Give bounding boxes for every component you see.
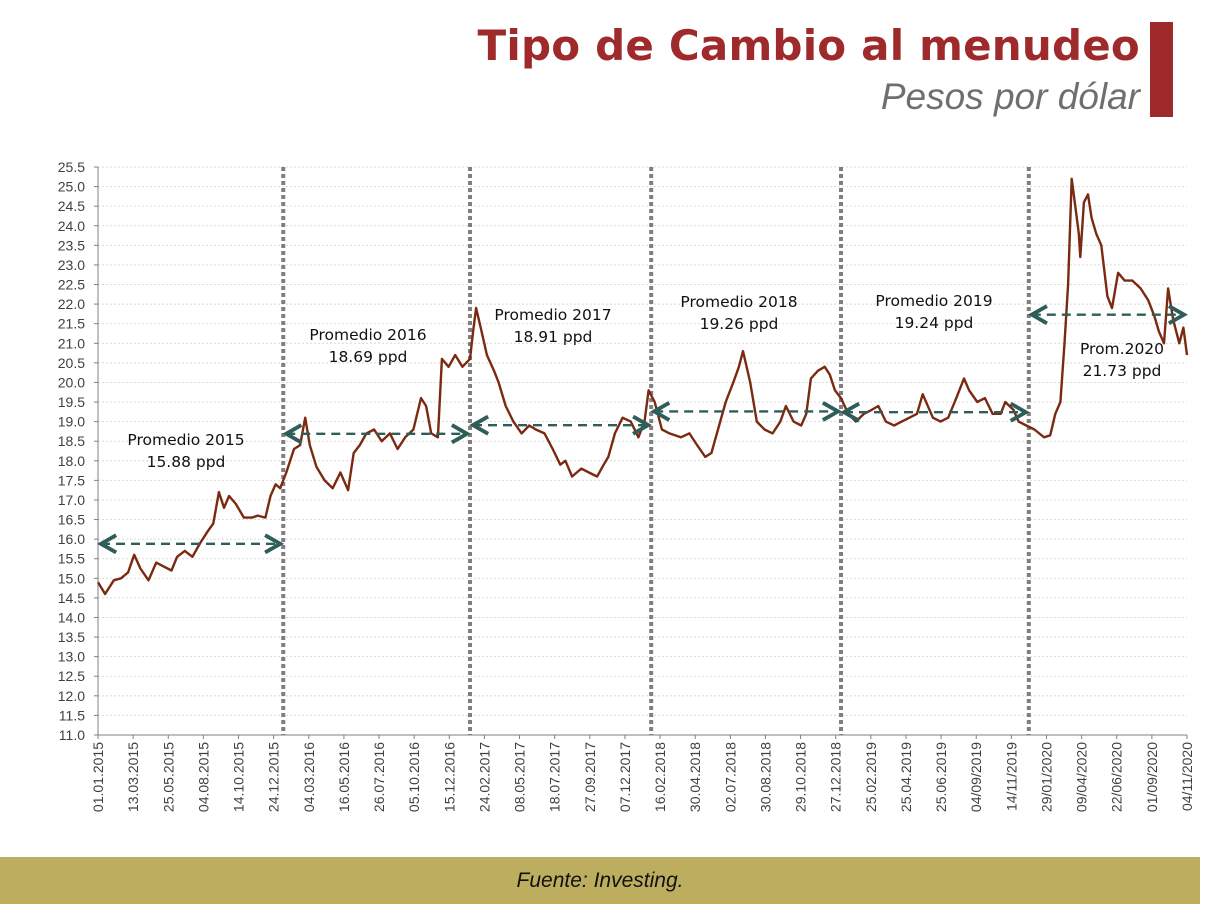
x-tick-label: 04/11/2020 <box>1179 742 1195 811</box>
y-tick-label: 16.0 <box>58 531 85 547</box>
x-tick-label: 02.07.2018 <box>722 742 738 812</box>
x-tick-label: 27.09.2017 <box>582 742 598 812</box>
average-value: 18.69 ppd <box>329 348 408 366</box>
chart-title: Tipo de Cambio al menudeo <box>477 21 1140 70</box>
y-tick-label: 23.0 <box>58 257 85 273</box>
average-value: 19.26 ppd <box>700 315 779 333</box>
y-tick-label: 16.5 <box>58 512 85 528</box>
y-tick-label: 13.0 <box>58 649 85 665</box>
x-tick-label: 14.10.2015 <box>231 742 247 812</box>
x-tick-label: 15.12.2016 <box>441 742 457 812</box>
y-tick-label: 24.0 <box>58 218 85 234</box>
x-tick-label: 05.10.2016 <box>406 742 422 812</box>
x-tick-label: 27.12.2018 <box>828 742 844 812</box>
average-value: 21.73 ppd <box>1083 362 1162 380</box>
average-label: Promedio 2019 <box>875 292 992 310</box>
y-tick-label: 23.5 <box>58 237 85 253</box>
y-tick-label: 22.0 <box>58 296 85 312</box>
y-tick-label: 20.0 <box>58 374 85 390</box>
average-label: Promedio 2016 <box>309 326 426 344</box>
y-tick-label: 20.5 <box>58 355 85 371</box>
y-tick-label: 13.5 <box>58 629 85 645</box>
y-tick-label: 17.5 <box>58 472 85 488</box>
exchange-rate-line <box>96 177 1189 596</box>
y-tick-label: 19.0 <box>58 414 85 430</box>
x-tick-label: 04.08.2015 <box>195 742 211 812</box>
x-tick-label: 29.10.2018 <box>793 742 809 812</box>
y-tick-label: 22.5 <box>58 277 85 293</box>
y-tick-label: 12.5 <box>58 668 85 684</box>
x-tick-label: 01.01.2015 <box>90 742 106 812</box>
average-label: Promedio 2018 <box>680 293 797 311</box>
y-tick-label: 18.5 <box>58 433 85 449</box>
exchange-rate-chart: 11.0 11.5 12.0 12.5 13.0 13.5 14.0 14.5 15.0 15.5… <box>58 159 1195 812</box>
x-tick-label: 07.12.2017 <box>617 742 633 812</box>
average-value: 15.88 ppd <box>147 453 226 471</box>
y-tick-label: 14.0 <box>58 609 85 625</box>
x-tick-label: 30.08.2018 <box>757 742 773 812</box>
average-label: Promedio 2017 <box>494 306 611 324</box>
average-value: 18.91 ppd <box>514 328 593 346</box>
x-tick-label: 16.02.2018 <box>652 742 668 812</box>
x-tick-label: 16.05.2016 <box>336 742 352 812</box>
chart-subtitle: Pesos por dólar <box>880 76 1140 117</box>
average-value: 19.24 ppd <box>895 314 974 332</box>
x-tick-label: 18.07.2017 <box>547 742 563 812</box>
title-accent-bar <box>1150 22 1173 117</box>
y-tick-label: 11.0 <box>59 727 85 743</box>
x-tick-label: 22/06/2020 <box>1109 742 1125 812</box>
y-tick-label: 12.0 <box>58 688 85 704</box>
y-tick-label: 19.5 <box>58 394 85 410</box>
average-label: Prom.2020 <box>1080 340 1164 358</box>
y-tick-label: 14.5 <box>58 590 85 606</box>
x-tick-label: 01/09/2020 <box>1144 742 1160 812</box>
footer-bar: Fuente: Investing. <box>0 857 1200 904</box>
x-tick-label: 09/04/2020 <box>1074 742 1090 812</box>
x-tick-label: 26.07.2016 <box>371 742 387 812</box>
y-tick-label: 18.0 <box>58 453 85 469</box>
x-tick-label: 13.03.2015 <box>125 742 141 812</box>
x-tick-label: 25.06.2019 <box>933 742 949 812</box>
y-tick-label: 15.0 <box>58 570 85 586</box>
x-tick-label: 04/09/2019 <box>968 742 984 812</box>
x-tick-label: 29/01/2020 <box>1038 742 1054 812</box>
source-note: Fuente: Investing. <box>516 868 684 892</box>
x-tick-label: 04.03.2016 <box>301 742 317 812</box>
x-tick-label: 25.05.2015 <box>160 742 176 812</box>
title-block: Tipo de Cambio al menudeo Pesos por dóla… <box>478 20 1140 120</box>
y-tick-label: 15.5 <box>58 551 85 567</box>
y-tick-label: 17.0 <box>58 492 85 508</box>
y-tick-label: 21.0 <box>58 335 85 351</box>
x-tick-label: 25.04.2019 <box>898 742 914 812</box>
y-tick-label: 21.5 <box>58 316 85 332</box>
y-tick-label: 25.5 <box>58 159 85 175</box>
y-tick-label: 25.0 <box>58 179 85 195</box>
x-tick-label: 08.05.2017 <box>512 742 528 812</box>
y-tick-label: 11.5 <box>59 707 85 723</box>
x-tick-label: 24.02.2017 <box>476 742 492 812</box>
x-tick-label: 24.12.2015 <box>266 742 282 812</box>
x-tick-label: 25.02.2019 <box>863 742 879 812</box>
x-tick-label: 14/11/2019 <box>1003 742 1019 811</box>
x-tick-label: 30.04.2018 <box>687 742 703 812</box>
average-label: Promedio 2015 <box>127 431 244 449</box>
y-tick-label: 24.5 <box>58 198 85 214</box>
